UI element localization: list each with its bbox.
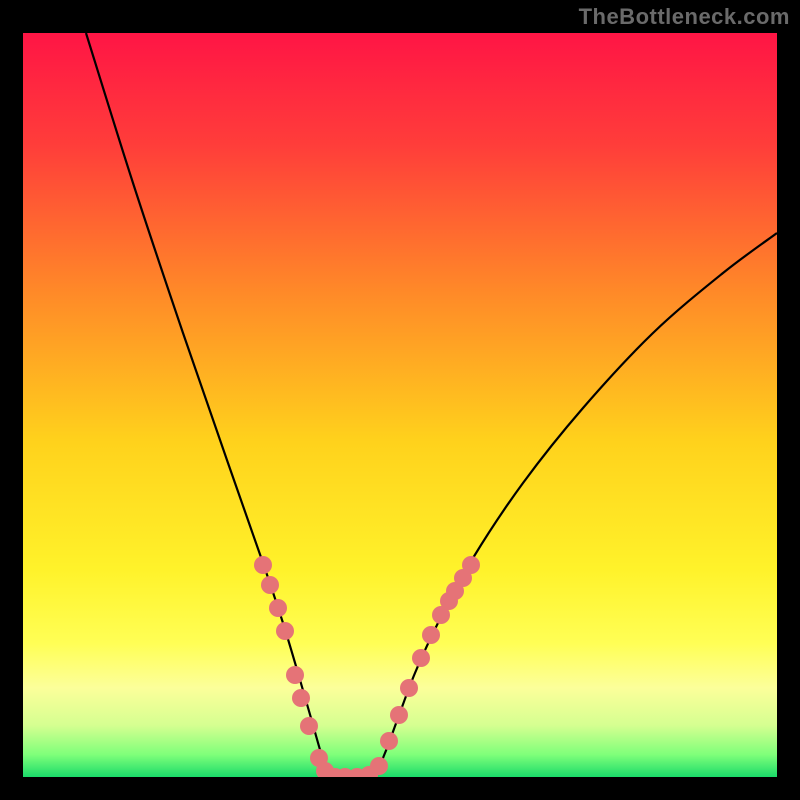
curve-marker (292, 689, 310, 707)
curve-marker (254, 556, 272, 574)
curve-marker (286, 666, 304, 684)
chart-gradient-bg (23, 33, 777, 777)
curve-marker (400, 679, 418, 697)
bottleneck-chart (0, 0, 800, 800)
curve-marker (276, 622, 294, 640)
curve-marker (462, 556, 480, 574)
curve-marker (370, 757, 388, 775)
curve-marker (380, 732, 398, 750)
curve-marker (412, 649, 430, 667)
curve-marker (390, 706, 408, 724)
watermark-label: TheBottleneck.com (579, 4, 790, 29)
curve-marker (261, 576, 279, 594)
curve-marker (422, 626, 440, 644)
curve-marker (300, 717, 318, 735)
curve-marker (269, 599, 287, 617)
watermark-text: TheBottleneck.com (579, 4, 790, 30)
